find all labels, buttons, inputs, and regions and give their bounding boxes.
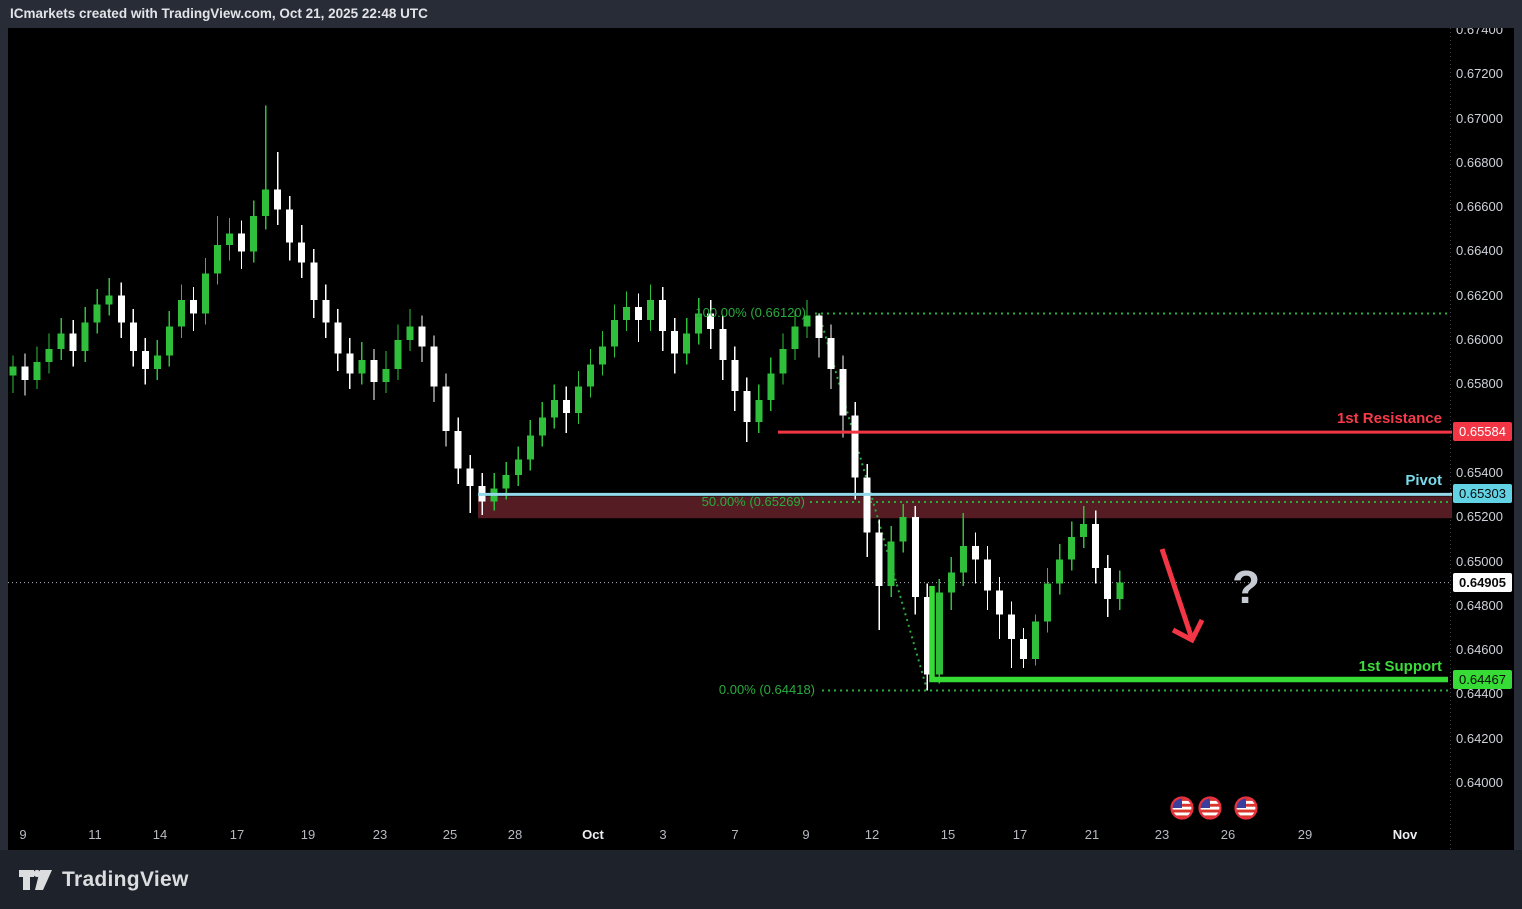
resistance-label[interactable]: 1st Resistance [1336,410,1442,427]
date-tick: 14 [152,827,168,842]
first-resistance-price-tag: 0.65584 [1453,422,1512,442]
price-tick: 0.66000 [1456,332,1503,348]
date-tick: 25 [442,827,458,842]
date-tick: 23 [1154,827,1170,842]
date-tick: 9 [19,827,27,842]
date-tick: 21 [1084,827,1100,842]
pivot-price-tag: 0.65303 [1453,484,1512,504]
price-tick: 0.64000 [1456,774,1503,790]
price-tick: 0.65400 [1456,464,1503,480]
date-tick: 15 [940,827,956,842]
price-tick: 0.67200 [1456,66,1503,82]
support-label[interactable]: 1st Support [1358,658,1442,675]
date-tick: 19 [300,827,316,842]
chart-title: ICmarkets created with TradingView.com, … [10,6,428,21]
price-tick: 0.66400 [1456,243,1503,259]
chart-header: ICmarkets created with TradingView.com, … [0,0,1522,28]
price-tick: 0.66800 [1456,154,1503,170]
date-tick: 17 [229,827,245,842]
price-tick: 0.64600 [1456,642,1503,658]
price-tick: 0.65800 [1456,376,1503,392]
price-tick: 0.66200 [1456,287,1503,303]
last-price-price-tag: 0.64905 [1453,572,1512,592]
tradingview-brand[interactable]: TradingView [62,867,189,891]
question-mark-annotation[interactable]: ? [1231,561,1261,613]
date-tick: 12 [864,827,880,842]
price-tick: 0.67000 [1456,110,1503,126]
date-tick: 7 [731,827,739,842]
date-tick: 3 [659,827,667,842]
price-tick: 0.65000 [1456,553,1503,569]
date-tick: 28 [507,827,523,842]
price-tick: 0.64800 [1456,597,1503,613]
fib-0-label[interactable]: 0.00% (0.64418) [718,682,815,697]
axis-right-strip [1514,28,1522,850]
date-tick: 17 [1012,827,1028,842]
date-tick: Nov [1392,827,1418,842]
pivot-label[interactable]: Pivot [1405,472,1442,489]
tradingview-logo-icon[interactable] [18,866,53,894]
price-tick: 0.66600 [1456,199,1503,215]
first-support-price-tag: 0.64467 [1453,669,1512,689]
price-tick: 0.64400 [1456,686,1503,702]
footer-bar: TradingView [0,850,1522,909]
price-tick: 0.65200 [1456,509,1503,525]
date-tick: 23 [372,827,388,842]
chart-pane[interactable] [8,28,1514,850]
date-tick: 29 [1297,827,1313,842]
date-tick: 26 [1220,827,1236,842]
price-tick: 0.64200 [1456,730,1503,746]
fib-50-label[interactable]: 50.00% (0.65269) [701,494,805,509]
date-tick: 9 [802,827,810,842]
date-tick: 11 [88,827,102,842]
fib-100-label[interactable]: 100.00% (0.66120) [695,305,806,320]
date-tick: Oct [582,827,604,842]
